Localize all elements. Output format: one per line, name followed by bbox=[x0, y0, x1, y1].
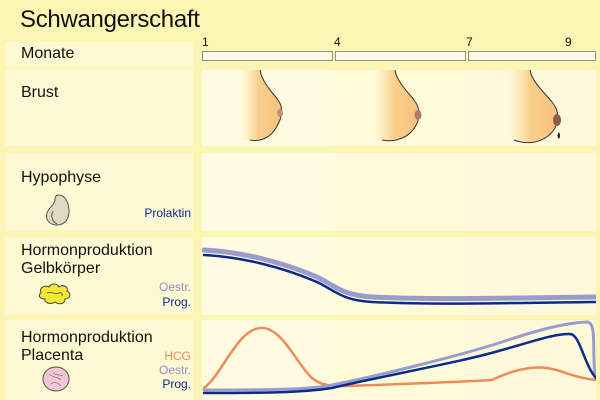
placenta-oestrogen-curve bbox=[202, 320, 596, 392]
placenta-progesterone-legend: Prog. bbox=[162, 377, 191, 391]
placenta-curves bbox=[202, 320, 596, 395]
breast-illustrations bbox=[240, 70, 561, 144]
breast-plot-panel bbox=[202, 70, 596, 146]
month-tick-4: 4 bbox=[334, 35, 341, 49]
corpus-luteum-label-panel: Hormonproduktion Gelbkörper Oestr. Prog. bbox=[5, 237, 193, 315]
placenta-oestrogen-legend: Oestr. bbox=[158, 363, 191, 377]
breast-profile-icon-month-1 bbox=[240, 70, 283, 141]
placenta-plot-panel bbox=[202, 320, 596, 400]
corpus-luteum-icon bbox=[38, 283, 71, 305]
placenta-icon bbox=[42, 366, 70, 392]
placenta-label-line2: Placenta bbox=[21, 347, 84, 364]
corpus-luteum-curves bbox=[202, 247, 596, 305]
placenta-label-panel: Hormonproduktion Placenta HCG Oestr. Pro… bbox=[5, 320, 193, 400]
month-tick-1: 1 bbox=[202, 35, 209, 49]
corpus-luteum-progesterone-curve bbox=[202, 253, 596, 305]
breast-profile-icon-month-4 bbox=[374, 70, 422, 142]
placenta-progesterone-curve bbox=[202, 332, 596, 395]
pituitary-plot-panel bbox=[202, 153, 596, 231]
month-bar-2 bbox=[335, 51, 466, 61]
page-title: Schwangerschaft bbox=[20, 6, 200, 33]
month-tick-9: 9 bbox=[565, 35, 572, 49]
pituitary-label-panel: Hypophyse Prolaktin bbox=[5, 153, 193, 231]
pituitary-label: Hypophyse bbox=[21, 169, 102, 186]
corpus-luteum-progesterone-legend: Prog. bbox=[162, 295, 191, 309]
corpus-luteum-oestrogen-legend: Oestr. bbox=[158, 280, 191, 294]
months-label-panel: Monate bbox=[5, 42, 193, 66]
month-tick-7: 7 bbox=[466, 35, 473, 49]
breast-label-panel: Brust bbox=[5, 70, 193, 146]
corpus-luteum-label-line2: Gelbkörper bbox=[21, 260, 101, 277]
breast-profile-icon-month-9 bbox=[508, 70, 561, 144]
corpus-luteum-label-line1: Hormonproduktion bbox=[21, 242, 153, 259]
month-bar-3 bbox=[468, 51, 596, 61]
milk-drop-icon bbox=[557, 132, 560, 139]
placenta-hcg-curve bbox=[202, 326, 596, 390]
month-bar-1 bbox=[202, 51, 333, 61]
corpus-luteum-plot-panel bbox=[202, 237, 596, 315]
breast-label: Brust bbox=[21, 84, 59, 101]
placenta-label-line1: Hormonproduktion bbox=[21, 329, 153, 346]
prolactin-legend: Prolaktin bbox=[144, 206, 191, 220]
corpus-luteum-oestrogen-curve bbox=[202, 247, 596, 302]
placenta-hcg-legend: HCG bbox=[164, 349, 191, 363]
months-label: Monate bbox=[21, 45, 75, 62]
pituitary-gland-icon bbox=[46, 194, 70, 226]
